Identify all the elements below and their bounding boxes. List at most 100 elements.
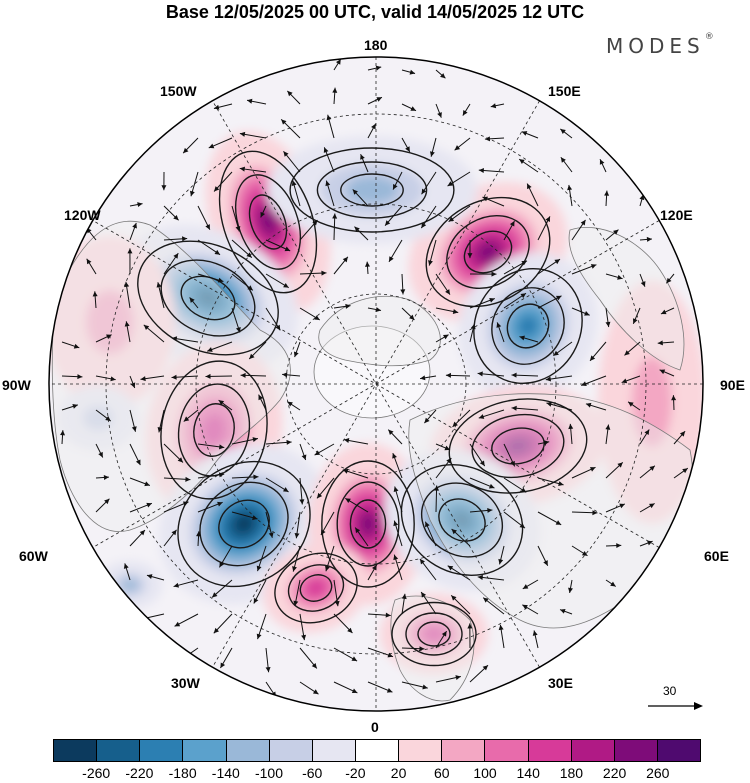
wind-arrow-head [393,520,399,527]
wind-arrow-head [671,395,677,401]
wind-arrow-head [478,167,484,173]
wind-arrow-head [181,236,188,242]
wind-arrow-head [632,318,638,324]
wind-arrow-head [560,157,566,163]
lon-label-60e: 60E [704,548,729,564]
lon-label-150e: 150E [548,83,581,99]
wind-arrow-head [649,503,655,509]
colorbar-swatch [96,740,140,761]
wind-arrow-head [454,145,461,151]
height-contour [463,230,513,274]
colorbar-tick-label: -180 [168,765,197,781]
wind-arrow-head [275,324,281,331]
lon-label-90e: 90E [720,377,745,393]
wind-arrow-head [282,372,288,378]
colorbar-tick-label: -140 [211,765,240,781]
wind-arrow-head [173,582,180,588]
wind-arrow-head [335,59,341,65]
colorbar-tick-label: 220 [602,765,627,781]
wind-arrow-head [451,528,457,535]
wind-arrow-head [213,627,220,634]
wind-arrow-head [644,429,650,436]
wind-arrow-head [421,188,427,195]
wind-arrow-head [452,309,459,314]
wind-arrow-head [555,520,562,525]
height-contour [491,287,565,365]
wind-arrow-head [509,220,515,227]
height-contour [391,601,477,667]
wind-arrow-head [409,69,416,75]
wind-arrow-head [527,183,532,190]
wind-arrow-head [325,565,330,572]
wind-arrow-head [205,373,211,379]
wind-arrow-head [86,258,92,265]
wind-arrow-head [343,438,350,443]
colorbar-tick-label: -260 [82,765,111,781]
wind-arrow-head [323,147,329,153]
wind-arrow-head [385,220,391,226]
wind-arrow-head [424,417,430,424]
wind-arrow-head [605,424,611,430]
wind-arrow-head [568,587,573,593]
polar-cap [313,325,431,419]
wind-arrow-head [553,350,559,356]
wind-arrow-head [521,260,527,266]
wind-arrow-head [444,445,451,451]
wind-arrow-head [440,73,446,79]
height-contour [274,552,358,624]
wind-arrow-head [265,667,271,673]
wind-arrow-head [581,550,588,556]
wind-arrow-head [560,128,566,134]
colorbar-swatch [441,740,485,761]
wind-arrow-head [640,281,646,287]
colorbar-tick-label: -220 [125,765,154,781]
height-contour [199,481,289,567]
chart-title: Base 12/05/2025 00 UTC, valid 14/05/2025… [165,2,585,22]
lon-label-120e: 120E [660,207,693,223]
wind-arrow-head [511,372,517,378]
wind-arrow-head [325,180,331,187]
wind-arrow-head [467,623,473,629]
height-contour [417,621,451,647]
height-contour [218,499,270,549]
wind-arrow-head [171,374,177,380]
wind-arrow-head [332,87,338,93]
wind-arrow-head [253,597,259,604]
wind-arrow-head [256,565,262,572]
wind-arrow-head [425,521,430,528]
wind-arrow-head [217,501,223,507]
colorbar-tick-label: -60 [302,765,323,781]
wind-arrow-head [519,335,525,341]
wind-arrow-head [387,652,394,658]
wind-arrow-head [137,202,143,208]
anomaly-neg-165e [266,136,478,244]
anomaly-pos-45w [263,543,369,633]
height-contour [234,174,302,270]
wind-arrow-head [249,353,255,360]
wind-arrow-head [405,146,410,152]
wind-arrow-head [621,378,628,384]
colorbar-tick-label: 180 [559,765,584,781]
wind-arrow-head [455,675,461,681]
colorbar-tick-label: -100 [254,765,284,781]
wind-arrow-head [682,468,688,474]
wind-arrow-head [157,426,163,433]
wind-arrow-head [421,592,427,598]
wind-arrow-head [659,369,666,375]
wind-arrow-head [619,503,625,509]
landmass [51,220,291,532]
wind-arrow-head [477,575,483,580]
wind-arrow-head [385,612,391,618]
wind-arrow-head [77,374,83,380]
wind-arrow-head [479,460,485,467]
wind-arrow-head [177,457,184,463]
wind-arrow-head [252,437,258,442]
wind-arrow-head [140,376,146,382]
wind-vectors [60,58,689,698]
colorbar [53,739,701,762]
colorbar-swatch [484,740,528,761]
wind-arrow-head [73,343,80,349]
registered-mark: ® [704,32,714,42]
wind-arrow-head [220,662,226,669]
wind-arrow-head [446,458,452,464]
